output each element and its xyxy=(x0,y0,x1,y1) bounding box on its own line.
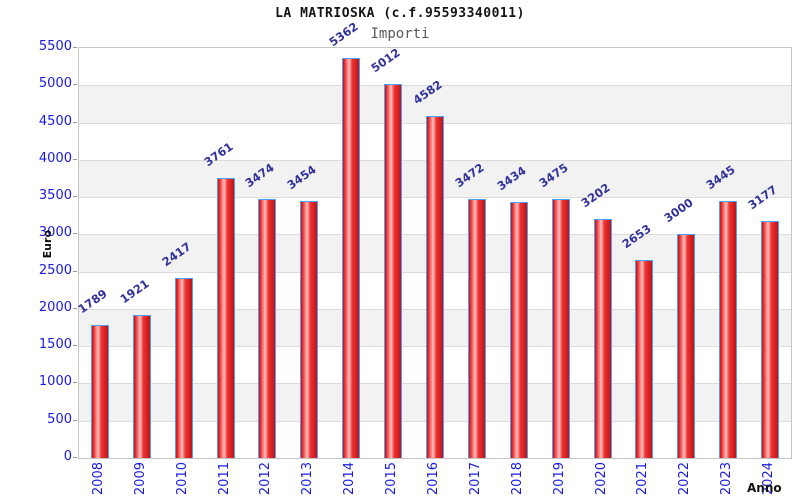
bar-value-label: 5362 xyxy=(326,19,361,50)
x-axis-tick-label: 2018 xyxy=(509,462,525,496)
y-axis-tick-label: 4500 xyxy=(38,113,72,129)
x-axis-tick-label: 2015 xyxy=(384,462,400,496)
bar-2015[interactable] xyxy=(384,84,403,458)
bar-2021[interactable] xyxy=(635,260,654,458)
y-axis-tick-label: 0 xyxy=(63,449,72,464)
x-axis-tick-label: 2011 xyxy=(216,462,232,496)
x-axis-tick-label: 2016 xyxy=(426,462,441,496)
chart-title: LA MATRIOSKA (c.f.95593340011) xyxy=(275,6,525,21)
x-axis-tick-label: 2020 xyxy=(593,462,609,496)
plot-band xyxy=(79,85,791,123)
bar-2018[interactable] xyxy=(509,202,528,458)
x-axis-tick-label: 2017 xyxy=(467,462,483,496)
y-axis-tick-label: 5500 xyxy=(38,39,72,54)
y-axis-tick-label: 3500 xyxy=(38,188,72,204)
x-axis-tick-label: 2008 xyxy=(90,462,106,496)
y-axis-tick-label: 3000 xyxy=(38,225,72,241)
x-axis-tick-label: 2010 xyxy=(174,462,190,496)
bar-2008[interactable] xyxy=(90,324,109,458)
bar-2010[interactable] xyxy=(174,277,193,458)
legend-label: Importi xyxy=(370,26,430,42)
y-axis-tick xyxy=(73,345,77,346)
y-axis-title: Euro xyxy=(41,230,54,259)
bar-2012[interactable] xyxy=(258,199,277,458)
bar-2020[interactable] xyxy=(593,219,612,458)
y-axis-tick xyxy=(73,233,77,234)
gridline xyxy=(79,85,791,87)
bar-2022[interactable] xyxy=(677,234,696,458)
bar-2014[interactable] xyxy=(342,58,361,458)
y-axis-tick xyxy=(73,271,77,272)
y-axis-tick xyxy=(73,84,77,85)
x-axis-tick-label: 2014 xyxy=(342,462,358,496)
x-axis-tick-label: 2009 xyxy=(132,462,148,496)
y-axis-tick-label: 1000 xyxy=(38,374,72,390)
y-axis-tick xyxy=(73,196,77,197)
bar-2017[interactable] xyxy=(467,199,486,458)
x-axis-tick-label: 2012 xyxy=(258,462,274,496)
y-axis-tick xyxy=(73,47,77,48)
y-axis-tick-label: 4000 xyxy=(38,150,72,166)
x-axis-tick-label: 2021 xyxy=(635,462,651,496)
plot-area xyxy=(78,47,792,459)
y-axis-tick-label: 5000 xyxy=(38,76,72,92)
x-axis-title: Anno xyxy=(747,481,782,495)
y-axis-tick xyxy=(73,457,77,458)
plot-band xyxy=(79,48,791,86)
y-axis-tick-label: 1500 xyxy=(38,337,72,353)
x-axis-tick-label: 2019 xyxy=(551,462,567,496)
bar-2019[interactable] xyxy=(551,198,570,458)
y-axis-tick xyxy=(73,382,77,383)
y-axis-tick xyxy=(73,308,77,309)
bar-2011[interactable] xyxy=(216,177,235,458)
bar-2009[interactable] xyxy=(132,314,151,458)
bar-2013[interactable] xyxy=(300,200,319,458)
y-axis-tick-label: 2500 xyxy=(38,262,72,278)
y-axis-tick xyxy=(73,122,77,123)
y-axis-tick xyxy=(73,159,77,160)
bar-2023[interactable] xyxy=(719,201,738,458)
y-axis-tick-label: 2000 xyxy=(38,299,72,315)
bar-2016[interactable] xyxy=(426,116,444,458)
bar-2024[interactable] xyxy=(761,221,780,458)
x-axis-tick-label: 2023 xyxy=(719,462,735,496)
y-axis-tick-label: 500 xyxy=(47,411,72,427)
x-axis-tick-label: 2022 xyxy=(677,462,693,496)
y-axis-tick xyxy=(73,420,77,421)
x-axis-tick-label: 2013 xyxy=(300,462,316,496)
